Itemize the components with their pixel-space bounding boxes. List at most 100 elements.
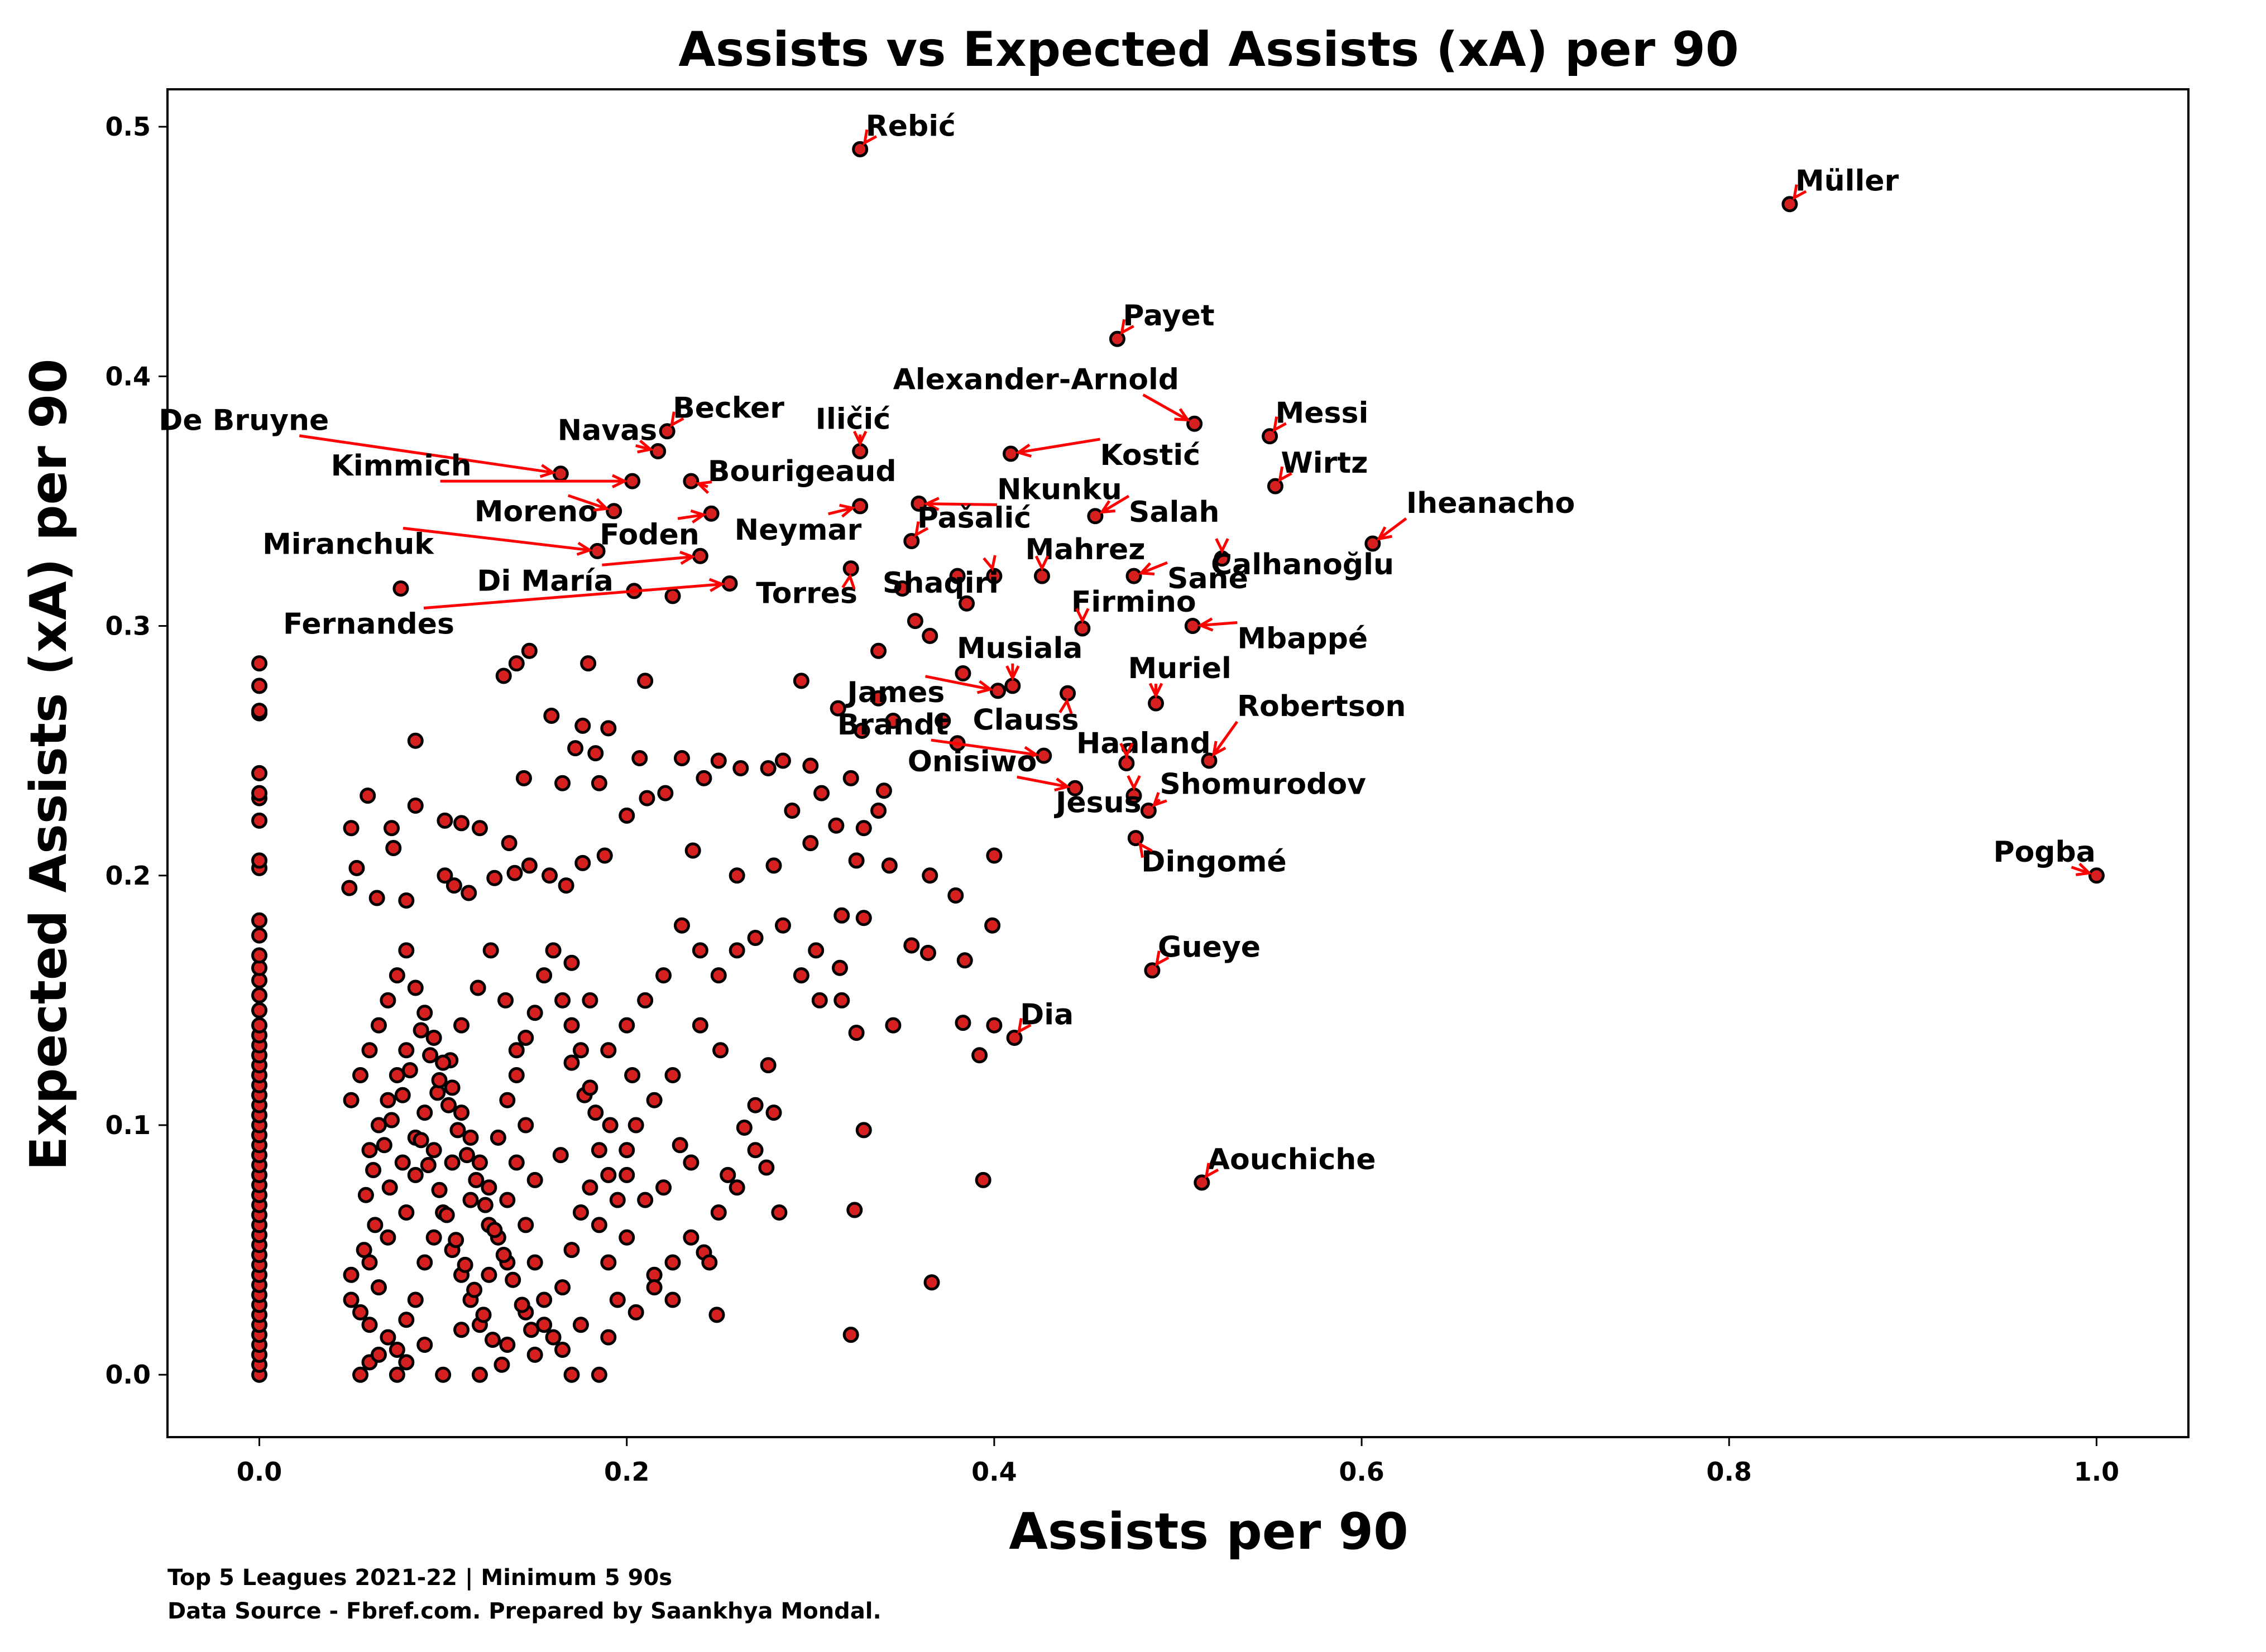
- point-230: [435, 1366, 452, 1383]
- point-102: [747, 1097, 764, 1113]
- label-brandt: Brandt: [837, 708, 948, 742]
- point-zero-36: [251, 1002, 268, 1019]
- point-159: [554, 1279, 571, 1296]
- x-axis-label: Assists per 90: [1009, 1502, 1409, 1561]
- point-19: [732, 760, 749, 776]
- point-136: [343, 1291, 360, 1308]
- point-243: [462, 1192, 479, 1208]
- point-280: [431, 1182, 448, 1198]
- point-120: [526, 1171, 543, 1188]
- point-58: [461, 885, 477, 901]
- label-robertson: Robertson: [1237, 690, 1406, 723]
- point-74: [828, 817, 845, 834]
- point-167: [637, 1192, 654, 1208]
- label-haaland: Haaland: [1076, 727, 1211, 761]
- point-278: [413, 1132, 429, 1149]
- arrowhead-de-bruyne: [539, 464, 557, 478]
- point-135: [343, 1266, 360, 1283]
- point-210: [710, 967, 727, 984]
- arrow-salah: [1101, 494, 1130, 513]
- point-115: [602, 1117, 619, 1134]
- point-36: [600, 720, 617, 737]
- point-285: [475, 1307, 492, 1323]
- point-86: [833, 907, 850, 924]
- arrowhead-moreno: [593, 498, 610, 512]
- label-m-ller: Müller: [1795, 165, 1899, 198]
- point-139: [370, 1279, 387, 1296]
- point-113: [619, 1142, 635, 1159]
- arrowhead-iheanacho: [1376, 526, 1393, 541]
- point-262: [440, 1097, 457, 1113]
- point-iheanacho: [1364, 535, 1381, 552]
- point-73: [813, 785, 830, 801]
- point-155: [518, 1217, 534, 1233]
- point-38: [657, 785, 674, 801]
- x-tick-label-0: 0.0: [237, 1457, 282, 1487]
- arrowhead-payet: [1120, 319, 1134, 335]
- point-190: [471, 1154, 488, 1171]
- point-164: [600, 1254, 617, 1271]
- point-165: [609, 1291, 626, 1308]
- point-109: [683, 1154, 700, 1171]
- point-payet: [1109, 330, 1125, 347]
- point-192: [490, 1129, 506, 1146]
- point-de-bruyne: [552, 465, 569, 482]
- point-138: [361, 1317, 378, 1333]
- label-musiala: Musiala: [957, 632, 1083, 665]
- arrowhead-torres: [841, 573, 856, 590]
- arrowhead-pogba: [2076, 862, 2092, 876]
- point-133: [367, 1217, 384, 1233]
- point-59: [486, 870, 503, 886]
- point-198: [545, 942, 562, 959]
- arrowhead-gueye: [1154, 950, 1170, 967]
- label-muriel: Muriel: [1128, 652, 1232, 685]
- label-torres: Torres: [756, 577, 857, 611]
- point-31: [875, 782, 892, 799]
- point-189: [462, 1129, 479, 1146]
- point-13: [894, 580, 911, 597]
- point-132: [381, 1179, 398, 1196]
- label-kosti-: Kostić: [1100, 439, 1201, 472]
- point-193: [499, 1092, 516, 1108]
- point-118: [563, 1054, 580, 1071]
- point-151: [481, 1266, 497, 1283]
- point-rebi-: [852, 141, 869, 157]
- point-james: [989, 683, 1006, 699]
- point-185: [425, 1029, 442, 1046]
- point-271: [523, 1322, 540, 1338]
- label-becker: Becker: [673, 392, 784, 425]
- point-264: [458, 1147, 475, 1164]
- label-gueye: Gueye: [1158, 931, 1261, 964]
- point-navas: [650, 443, 667, 459]
- point-110: [672, 1137, 688, 1154]
- point-249: [572, 1317, 589, 1333]
- point-gueye: [1144, 962, 1161, 979]
- point-18: [710, 752, 727, 769]
- point-23: [842, 770, 859, 786]
- point-62: [542, 867, 558, 884]
- point-15: [959, 595, 975, 612]
- point-143: [407, 1291, 424, 1308]
- point-273: [365, 1161, 382, 1178]
- label-san-: Sané: [1167, 562, 1248, 596]
- point-wirtz: [1267, 478, 1283, 494]
- label-di-mar-a: Di María: [477, 564, 614, 598]
- point-237: [361, 1254, 378, 1271]
- arrowhead-fernandes: [708, 578, 725, 592]
- point-88: [831, 959, 848, 976]
- point-65: [596, 847, 613, 864]
- point-253: [664, 1254, 681, 1271]
- arrowhead-neymar: [839, 503, 856, 518]
- point-287: [494, 1356, 510, 1373]
- point-30: [870, 802, 887, 819]
- point-37: [631, 750, 648, 767]
- point-238: [380, 1229, 396, 1246]
- arrow-iheanacho: [1378, 517, 1407, 540]
- arrowhead-shaqiri: [983, 555, 997, 572]
- point-202: [582, 1079, 598, 1096]
- point-24: [830, 700, 846, 717]
- point-252: [646, 1279, 663, 1296]
- point-255: [370, 1117, 387, 1134]
- arrow-de-bruyne: [299, 434, 553, 474]
- arrowhead-clauss: [1058, 698, 1073, 714]
